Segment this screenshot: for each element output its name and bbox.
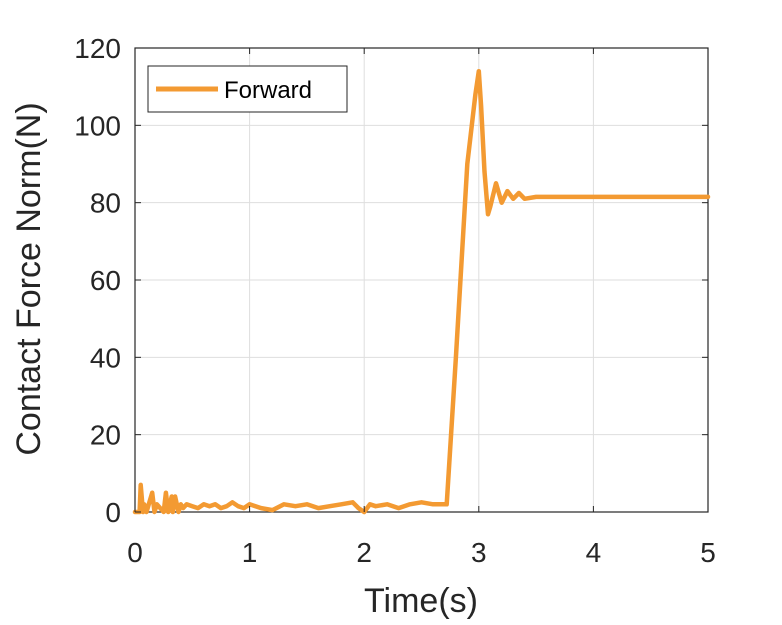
y-tick-label: 40 [90,342,121,373]
x-tick-label: 3 [471,537,487,568]
y-tick-label: 80 [90,188,121,219]
legend-label-forward: Forward [224,77,312,104]
y-tick-label: 0 [105,497,121,528]
x-tick-label: 0 [127,537,143,568]
x-tick-label: 2 [356,537,372,568]
y-tick-label: 100 [74,110,121,141]
y-tick-label: 20 [90,420,121,451]
series-layer [132,68,711,515]
y-tick-label: 60 [90,265,121,296]
y-tick-label: 120 [74,33,121,64]
legend: Forward [147,65,348,113]
x-axis-label: Time(s) [364,582,478,620]
x-tick-label: 5 [700,537,716,568]
x-tick-label: 4 [586,537,602,568]
axis-ticks: 0 1 2 3 4 5 0 20 40 60 80 100 120 [74,33,716,568]
series-line-forward [132,68,711,515]
y-axis-label: Contact Force Norm(N) [10,102,48,455]
x-tick-label: 1 [242,537,258,568]
